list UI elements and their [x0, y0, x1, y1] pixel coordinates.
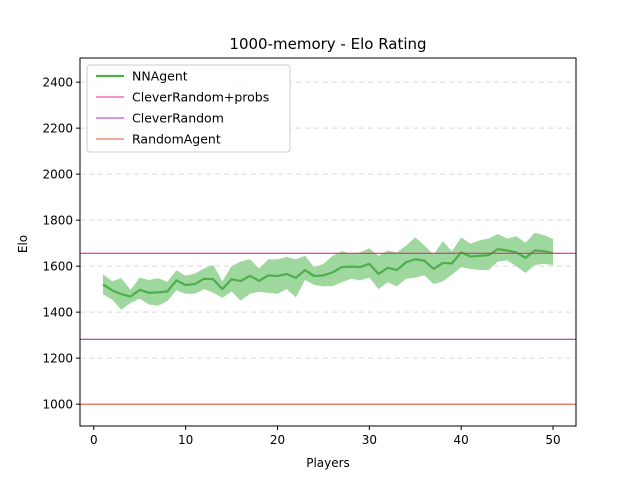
- x-tick-label: 50: [545, 433, 560, 447]
- nnagent-confidence-band: [102, 232, 554, 310]
- x-tick-label: 30: [362, 433, 377, 447]
- chart-title: 1000-memory - Elo Rating: [229, 35, 426, 53]
- legend-label-randomagent: RandomAgent: [132, 132, 221, 147]
- plot-area: 0 10 20 30 40 50 1000 1200 1400 1600 1800 2000 2200 2…: [42, 57, 577, 447]
- axes-frame: [79, 57, 577, 427]
- y-tick-label: 1600: [42, 260, 73, 274]
- y-tick-label: 1800: [42, 214, 73, 228]
- y-tick-label: 2200: [42, 122, 73, 136]
- x-tick-label: 20: [270, 433, 285, 447]
- y-tick-label: 1400: [42, 306, 73, 320]
- legend-label-cleverrandom: CleverRandom: [132, 111, 224, 126]
- legend-box: [86, 64, 291, 153]
- x-axis-label: Players: [306, 456, 350, 470]
- x-tick-label: 40: [454, 433, 469, 447]
- nnagent-series-line: [102, 248, 554, 298]
- legend-label-nnagent: NNAgent: [132, 69, 188, 84]
- legend-label-cleverrandom-probs: CleverRandom+probs: [132, 90, 269, 105]
- y-axis-label: Elo: [16, 235, 30, 253]
- y-tick-label: 2000: [42, 168, 73, 182]
- legend: NNAgent CleverRandom+probs CleverRandom Ran…: [86, 64, 291, 153]
- y-tick-label: 1200: [42, 352, 73, 366]
- y-tick-label: 1000: [42, 398, 73, 412]
- x-tick-label: 10: [178, 433, 193, 447]
- y-tick-label: 2400: [42, 76, 73, 90]
- x-tick-label: 0: [90, 433, 98, 447]
